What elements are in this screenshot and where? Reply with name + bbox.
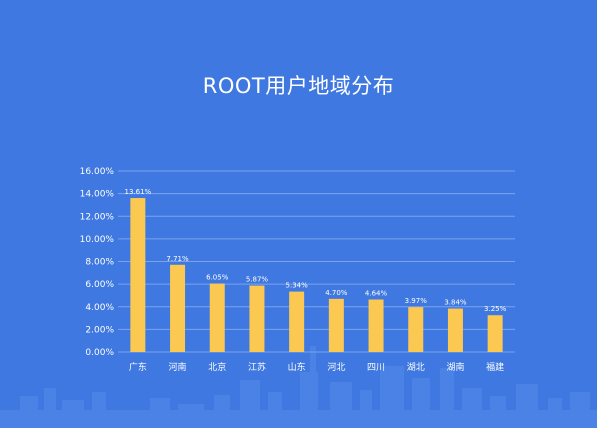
y-tick-label: 2.00%	[85, 325, 114, 335]
chart-title: ROOT用户地域分布	[202, 74, 395, 98]
bars	[130, 198, 503, 352]
x-category-label: 河南	[169, 361, 187, 373]
y-tick-label: 0.00%	[85, 348, 114, 358]
data-label: 5.87%	[246, 276, 269, 284]
data-label: 3.84%	[444, 299, 467, 307]
x-axis-categories: 广东 河南 北京 江苏 山东 河北 四川 湖北 湖南 福建	[129, 361, 504, 373]
data-label: 13.61%	[124, 188, 151, 196]
bar	[328, 298, 344, 352]
bar	[249, 285, 265, 352]
x-category-label: 湖南	[446, 361, 464, 373]
bar	[487, 315, 503, 352]
data-label: 4.64%	[365, 290, 388, 298]
y-tick-label: 8.00%	[85, 258, 114, 268]
x-category-label: 河北	[327, 361, 345, 373]
y-axis-ticks: 0.00% 2.00% 4.00% 6.00% 8.00% 10.00% 12.00% 14.…	[80, 167, 115, 358]
bar	[368, 299, 384, 352]
x-category-label: 江苏	[248, 361, 266, 373]
x-category-label: 福建	[486, 361, 504, 373]
y-tick-label: 12.00%	[80, 212, 115, 222]
x-category-label: 北京	[208, 361, 226, 373]
data-label: 3.97%	[405, 297, 428, 305]
x-category-label: 四川	[367, 363, 385, 373]
bar	[447, 308, 463, 352]
y-tick-label: 14.00%	[80, 190, 115, 200]
y-tick-label: 10.00%	[80, 235, 115, 245]
x-category-label: 湖北	[407, 362, 425, 373]
data-label: 3.25%	[484, 305, 507, 313]
bar	[289, 291, 305, 352]
data-label: 5.34%	[286, 282, 309, 290]
data-label: 6.05%	[206, 274, 229, 282]
y-tick-label: 4.00%	[85, 303, 114, 313]
y-tick-label: 16.00%	[80, 167, 115, 177]
data-label: 4.70%	[325, 289, 348, 297]
bar	[408, 307, 424, 352]
x-category-label: 广东	[129, 361, 147, 373]
data-labels: 13.61% 7.71% 6.05% 5.87% 5.34% 4.70% 4.64% 3.97…	[124, 188, 506, 313]
bar	[170, 264, 186, 352]
bar	[130, 198, 146, 352]
x-category-label: 山东	[288, 361, 306, 373]
bar	[209, 283, 225, 352]
data-label: 7.71%	[166, 255, 189, 263]
y-tick-label: 6.00%	[85, 280, 114, 290]
